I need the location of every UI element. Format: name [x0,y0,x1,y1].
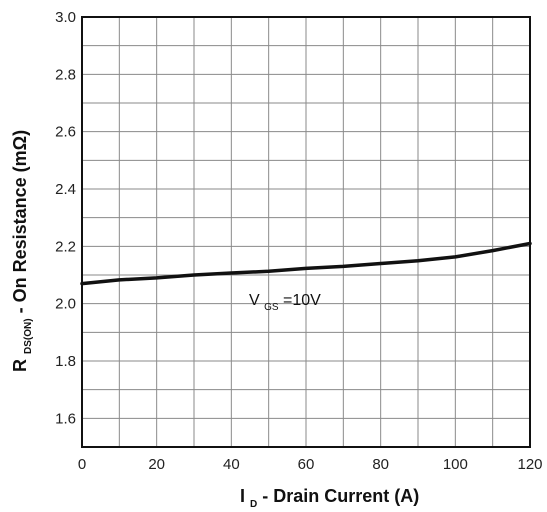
x-tick-label: 0 [78,456,86,473]
series-layer [80,241,532,286]
ylabel-rest: - On Resistance (mΩ) [10,130,30,313]
annotation-sub: GS [264,302,279,313]
y-axis-ticks: 1.6 1.8 2.0 2.2 2.4 2.6 2.8 3.0 [55,9,76,427]
x-tick-label: 60 [298,456,315,473]
y-tick-label: 3.0 [55,9,76,26]
x-tick-label: 40 [223,456,240,473]
plot-frame [81,16,531,448]
xlabel-sub: D [250,499,257,510]
x-tick-label: 120 [517,456,542,473]
xlabel-rest: - Drain Current (A) [262,486,419,506]
series-line [80,241,532,286]
y-tick-label: 1.6 [55,410,76,427]
grid [81,16,531,448]
y-tick-label: 2.4 [55,181,76,198]
ylabel-main: R [10,359,30,372]
y-tick-label: 1.8 [55,353,76,370]
x-tick-label: 80 [372,456,389,473]
y-tick-label: 2.8 [55,66,76,83]
ylabel-sub: DS(ON) [23,318,34,354]
x-axis-title: I D - Drain Current (A) [240,486,419,511]
xlabel-main: I [240,486,245,506]
x-axis-ticks: 0 20 40 60 80 100 120 [78,456,543,473]
x-tick-label: 20 [148,456,165,473]
vgs-annotation: V GS =10V [249,292,321,314]
y-axis-title: R DS(ON) - On Resistance (mΩ) [10,130,35,372]
y-tick-label: 2.0 [55,296,76,313]
y-tick-label: 2.2 [55,238,76,255]
annotation-rest: =10V [283,292,321,309]
y-tick-label: 2.6 [55,124,76,141]
annotation-main: V [249,292,260,309]
x-tick-label: 100 [443,456,468,473]
